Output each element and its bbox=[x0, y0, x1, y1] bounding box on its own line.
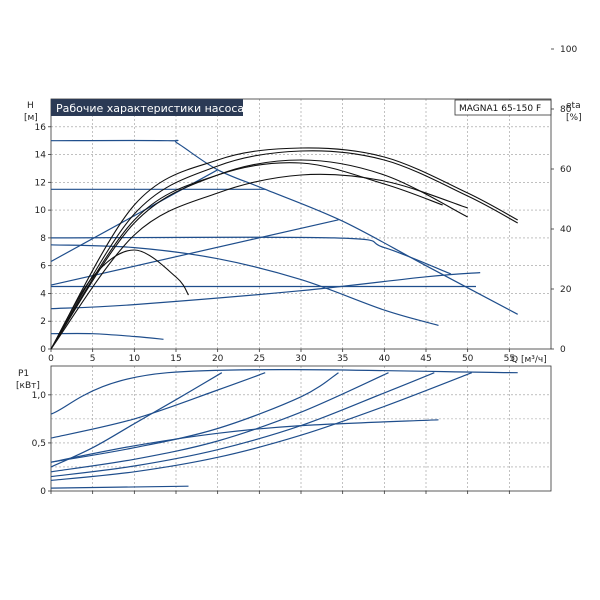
power-curve bbox=[50, 372, 223, 468]
y-tick-label: 0 bbox=[40, 345, 46, 355]
y2-tick-label: 40 bbox=[560, 225, 572, 235]
x-tick-label: 45 bbox=[420, 354, 431, 364]
head-curve bbox=[50, 332, 164, 340]
head-curve bbox=[50, 236, 452, 275]
y-tick-label: 10 bbox=[35, 206, 47, 216]
efficiency-curve bbox=[50, 173, 468, 350]
power-grid bbox=[51, 366, 551, 491]
efficiency-curve bbox=[50, 249, 189, 350]
x-tick-label: 35 bbox=[337, 354, 348, 364]
head-curve bbox=[50, 272, 481, 310]
y2-axis-unit: [%] bbox=[566, 113, 582, 123]
y2-tick-label: 60 bbox=[560, 165, 572, 175]
head-curve bbox=[50, 219, 339, 286]
y2-tick-label: 0 bbox=[560, 345, 566, 355]
chart-title: Рабочие характеристики насоса bbox=[56, 102, 244, 115]
x-tick-label: 40 bbox=[379, 354, 391, 364]
y-tick-label: 6 bbox=[40, 262, 46, 272]
power-curve bbox=[50, 372, 435, 478]
power-curve bbox=[50, 419, 439, 463]
power-curve bbox=[50, 369, 518, 415]
efficiency-curve bbox=[50, 159, 468, 350]
y-tick-label: 14 bbox=[35, 151, 47, 161]
x-axis-label: Q [м³/ч] bbox=[511, 355, 547, 365]
power-curves bbox=[50, 369, 518, 489]
x-tick-label: 55 bbox=[504, 354, 515, 364]
power-curve bbox=[50, 372, 473, 481]
power-y-tick-label: 1,0 bbox=[32, 391, 47, 401]
power-axis-unit: [кВт] bbox=[16, 381, 40, 391]
y2-tick-label: 100 bbox=[560, 45, 577, 55]
power-curve bbox=[50, 372, 266, 439]
axis-ticks: 0 5 10 15 20 25 30 35 40 45 50 55 0 2 4 6 8 10 12 14 16 0 20 40… bbox=[32, 45, 578, 497]
x-tick-label: 20 bbox=[212, 354, 224, 364]
y2-axis-label: eta bbox=[566, 101, 581, 111]
power-curve bbox=[50, 372, 389, 473]
efficiency-curves bbox=[50, 147, 518, 350]
power-y-tick-label: 0 bbox=[40, 487, 46, 497]
y-tick-label: 16 bbox=[35, 123, 47, 133]
x-tick-label: 30 bbox=[295, 354, 307, 364]
x-tick-label: 25 bbox=[254, 354, 265, 364]
power-y-tick-label: 0,5 bbox=[32, 439, 46, 449]
y-tick-label: 4 bbox=[40, 289, 46, 299]
power-curve bbox=[50, 372, 339, 463]
y2-tick-label: 20 bbox=[560, 285, 572, 295]
efficiency-curve bbox=[50, 147, 518, 350]
model-label: MAGNA1 65-150 F bbox=[459, 104, 541, 114]
y-tick-label: 12 bbox=[35, 178, 46, 188]
y-tick-label: 2 bbox=[40, 317, 46, 327]
power-axis-label: P1 bbox=[18, 369, 29, 379]
head-curve bbox=[50, 244, 439, 326]
head-curve bbox=[50, 139, 518, 315]
title-band bbox=[51, 99, 243, 116]
y-axis-label: H bbox=[27, 101, 34, 111]
efficiency-curve bbox=[50, 150, 518, 350]
y2-tick-label: 80 bbox=[560, 105, 572, 115]
y-tick-label: 8 bbox=[40, 234, 46, 244]
y-axis-unit: [м] bbox=[24, 113, 38, 123]
x-tick-label: 5 bbox=[90, 354, 96, 364]
x-tick-label: 50 bbox=[462, 354, 474, 364]
head-curves bbox=[50, 139, 518, 340]
x-tick-label: 10 bbox=[129, 354, 141, 364]
power-curve bbox=[50, 485, 189, 489]
x-tick-label: 15 bbox=[170, 354, 181, 364]
efficiency-curve bbox=[50, 162, 443, 350]
model-box bbox=[454, 99, 552, 116]
x-tick-label: 0 bbox=[48, 354, 54, 364]
